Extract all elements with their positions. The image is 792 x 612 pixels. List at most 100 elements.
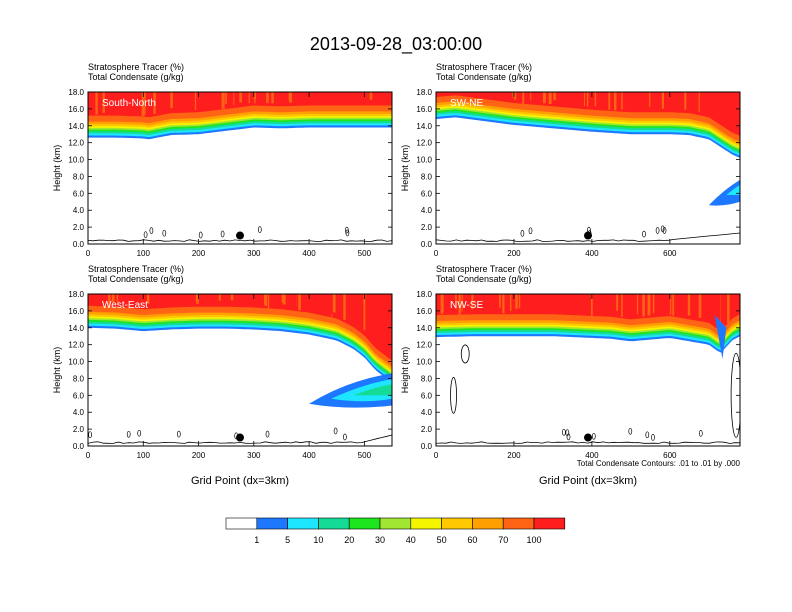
legend-label: 1	[254, 535, 259, 545]
tracer-streak	[602, 294, 605, 311]
tracer-streak	[160, 92, 163, 110]
tracer-streak	[455, 294, 457, 310]
condensate-contour	[642, 230, 646, 238]
location-marker	[584, 231, 592, 240]
tracer-streak	[248, 92, 250, 104]
y-tick-label: 2.0	[421, 223, 433, 232]
tracer-streak	[364, 294, 367, 333]
x-tick-label: 400	[585, 249, 599, 258]
y-tick-label: 14.0	[416, 324, 432, 333]
panel-title-line1: Stratosphere Tracer (%)	[88, 62, 184, 72]
tracer-streak	[629, 294, 632, 318]
condensate-contour	[591, 432, 596, 440]
condensate-contour	[220, 230, 225, 238]
tracer-streak	[514, 92, 517, 100]
condensate-contour	[126, 430, 131, 438]
tracer-tongue	[353, 384, 392, 396]
tracer-streak	[123, 294, 126, 307]
tracer-streak	[277, 92, 280, 106]
x-tick-label: 0	[434, 451, 439, 460]
y-tick-label: 8.0	[73, 172, 85, 181]
tracer-streak	[266, 92, 268, 103]
tracer-streak	[128, 294, 131, 303]
y-tick-label: 10.0	[416, 156, 432, 165]
tracer-streak	[612, 294, 614, 312]
tracer-streak	[139, 92, 141, 117]
tracer-tongue	[331, 379, 392, 402]
tracer-streak	[636, 92, 639, 109]
x-tick-label: 300	[247, 249, 261, 258]
tracer-streak	[129, 92, 132, 115]
legend-label: 5	[285, 535, 290, 545]
condensate-contour	[450, 376, 457, 414]
panel-label: West-East	[102, 300, 148, 311]
condensate-contour	[333, 427, 338, 435]
tracer-streak	[218, 294, 221, 301]
tracer-streak	[203, 294, 205, 306]
tracer-streak	[378, 92, 381, 104]
tracer-streak	[479, 92, 482, 98]
x-tick-label: 400	[585, 451, 599, 460]
tracer-streak	[267, 92, 269, 104]
legend-swatch	[533, 517, 566, 530]
y-tick-label: 6.0	[421, 391, 433, 400]
x-axis-label: Grid Point (dx=3km)	[539, 475, 637, 487]
tracer-streak	[646, 92, 650, 111]
y-tick-label: 18.0	[416, 88, 432, 97]
tracer-streak	[308, 294, 312, 308]
tracer-streak	[640, 92, 643, 110]
tracer-streak	[168, 294, 172, 308]
tracer-streak	[95, 92, 98, 115]
tracer-streak	[499, 294, 501, 308]
condensate-contour	[257, 226, 262, 233]
tracer-streak	[292, 92, 295, 105]
y-tick-label: 16.0	[68, 105, 84, 114]
panel-west-east: West-East Stratosphere Tracer (%)Total Co…	[52, 264, 393, 487]
y-tick-label: 4.0	[73, 206, 85, 215]
panel-sw-ne: SW-NE Stratosphere Tracer (%)Total Conden…	[400, 62, 741, 258]
tracer-streak	[591, 294, 593, 316]
panel-title-line1: Stratosphere Tracer (%)	[436, 264, 532, 274]
tracer-streak	[333, 294, 336, 313]
y-tick-label: 2.0	[73, 223, 85, 232]
panel-title-line2: Total Condensate (g/kg)	[88, 72, 184, 82]
y-tick-label: 4.0	[73, 408, 85, 417]
y-tick-label: 10.0	[68, 156, 84, 165]
condensate-contour	[143, 231, 148, 239]
y-tick-label: 12.0	[416, 139, 432, 148]
y-tick-label: 14.0	[68, 122, 84, 131]
tracer-streak	[196, 294, 199, 304]
figure-title: 2013-09-28_03:00:00	[310, 34, 482, 55]
tracer-streak	[616, 294, 619, 311]
legend-label: 70	[498, 535, 508, 545]
y-tick-label: 4.0	[421, 206, 433, 215]
condensate-contour	[137, 429, 142, 437]
tracer-streak	[210, 294, 213, 304]
y-tick-label: 0.0	[421, 442, 433, 451]
panel-title-line2: Total Condensate (g/kg)	[436, 274, 532, 284]
tracer-streak	[264, 294, 267, 306]
tracer-streak	[577, 294, 580, 315]
y-tick-label: 0.0	[421, 240, 433, 249]
x-axis-label: Grid Point (dx=3km)	[191, 475, 289, 487]
tracer-streak	[687, 294, 691, 315]
legend-swatch	[472, 517, 504, 530]
legend-swatch	[441, 517, 473, 530]
tracer-streak	[594, 92, 597, 107]
legend-swatch	[379, 517, 412, 530]
tracer-band-10	[88, 294, 392, 361]
plot-area	[436, 294, 740, 444]
x-tick-label: 100	[137, 451, 151, 460]
plot-area	[88, 92, 392, 242]
tracer-streak	[622, 92, 624, 109]
tracer-streak	[227, 92, 231, 103]
legend-label: 20	[344, 535, 354, 545]
location-marker	[236, 231, 244, 240]
panel-title-line1: Stratosphere Tracer (%)	[88, 264, 184, 274]
tracer-streak	[668, 294, 671, 314]
condensate-contour	[343, 433, 347, 441]
tracer-streak	[225, 92, 227, 104]
y-tick-label: 6.0	[421, 189, 433, 198]
condensate-contour	[655, 227, 660, 234]
tracer-streak	[515, 294, 518, 309]
